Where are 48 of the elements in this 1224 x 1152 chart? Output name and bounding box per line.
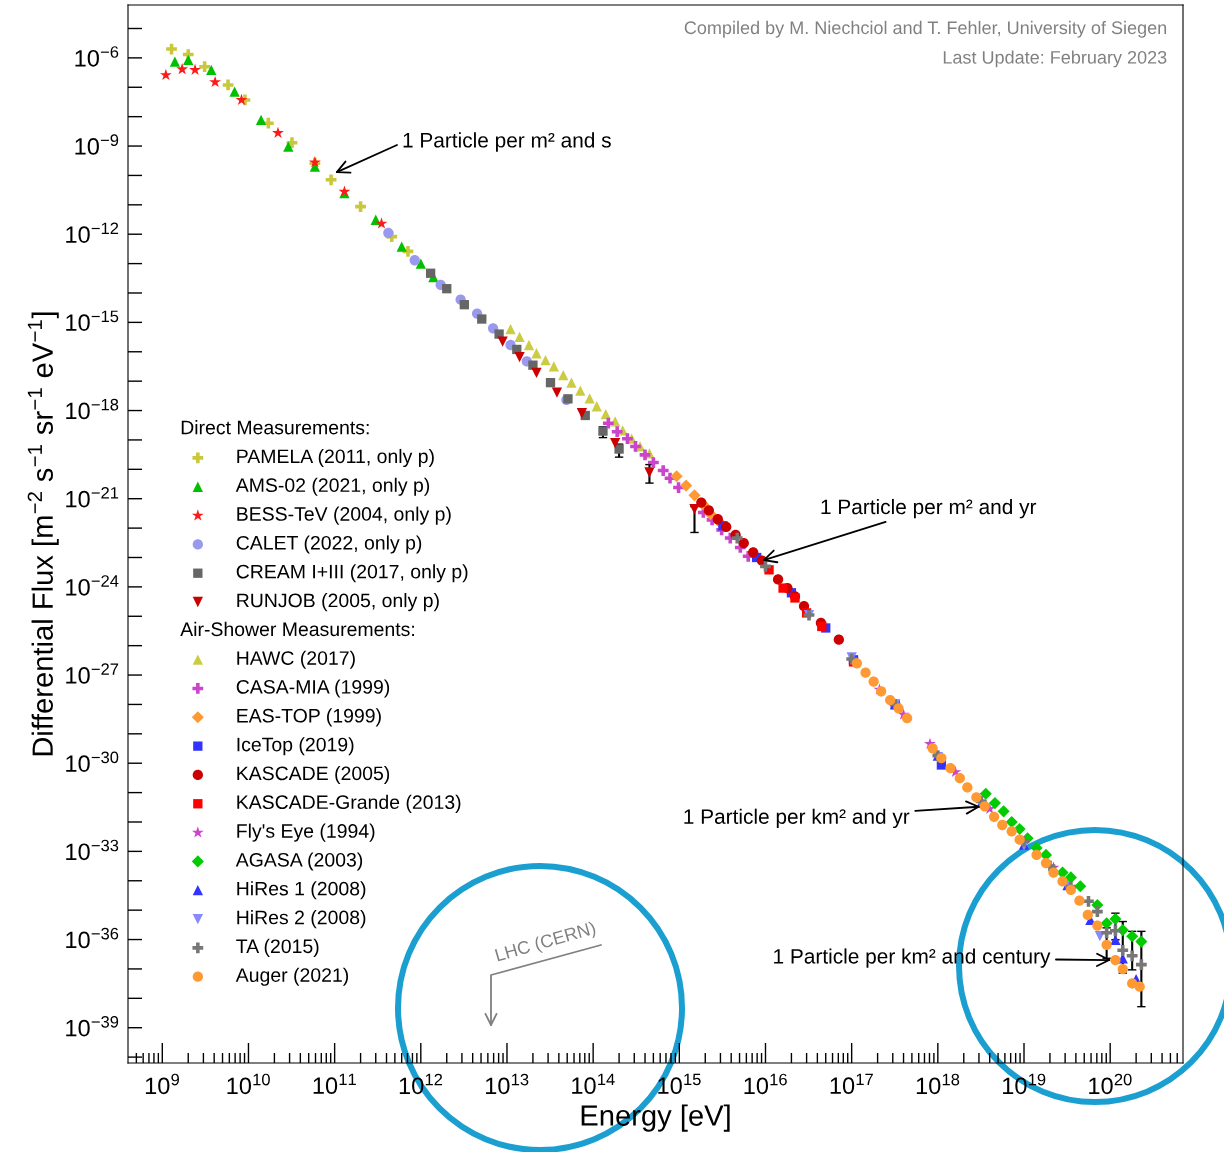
legend-label: PAMELA (2011, only p) xyxy=(237,448,434,468)
legend-label: CASA-MIA (1999) xyxy=(236,679,390,698)
annotation: Direct Measurements: xyxy=(181,420,369,435)
y-tick-label: 10$^{−9}$ xyxy=(75,134,119,155)
x-tick-label: 10$^{18}$ xyxy=(916,1073,960,1095)
annotation: Compiled by M. Niechciol and T. Fehler, University of Siegen xyxy=(684,20,1167,38)
x-tick-label: 10$^{11}$ xyxy=(313,1073,356,1095)
legend-label: CALET (2022, only p) xyxy=(236,535,422,554)
legend-label: KASCADE (2005) xyxy=(237,765,390,785)
x-tick-label: 10$^{19}$ xyxy=(1003,1073,1046,1095)
legend-label: TA (2015) xyxy=(236,938,319,957)
legend-label: HAWC (2017) xyxy=(237,650,355,669)
x-tick-label: 10$^{17}$ xyxy=(830,1073,873,1095)
legend-label: EAS-TOP (1999) xyxy=(237,708,381,727)
x-tick-label: 10$^{16}$ xyxy=(744,1073,787,1095)
y-tick-label: 10$^{−21}$ xyxy=(66,486,119,508)
annotation: 1 Particle per km² and yr xyxy=(684,808,910,829)
x-tick-label: 10$^{14}$ xyxy=(572,1073,615,1095)
annotation: Last Update: February 2023 xyxy=(943,50,1167,68)
y-tick-label: 10$^{−33}$ xyxy=(66,839,119,861)
y-tick-label: 10$^{−39}$ xyxy=(66,1015,119,1037)
y-tick-label: 10$^{−15}$ xyxy=(66,310,119,331)
legend-label: BESS-TeV (2004, only p) xyxy=(237,506,451,525)
x-tick-label: 10$^{20}$ xyxy=(1089,1073,1132,1095)
legend-label: KASCADE-Grande (2013) xyxy=(237,794,461,813)
y-tick-label: 10$^{−6}$ xyxy=(75,46,119,67)
y-tick-label: 10$^{−24}$ xyxy=(66,575,119,596)
x-tick-label: 10$^{10}$ xyxy=(227,1073,270,1095)
text: Differential Flux [m$^{−2}$ s$^{−1}$ sr$^{−1}$ eV$^{−1}$] xyxy=(27,312,59,756)
legend-label: AGASA (2003) xyxy=(235,852,363,871)
x-tick-label: 10$^{9}$ xyxy=(145,1073,179,1095)
y-tick-label: 10$^{−27}$ xyxy=(66,663,119,684)
legend-label: IceTop (2019) xyxy=(237,737,354,756)
y-tick-label: 10$^{−18}$ xyxy=(66,398,119,420)
y-tick-label: 10$^{−12}$ xyxy=(66,222,119,243)
annotation: Air-Shower Measurements: xyxy=(180,621,414,637)
legend-label: Auger (2021) xyxy=(235,967,349,986)
legend-label: CREAM I+III (2017, only p) xyxy=(236,564,468,583)
legend-label: HiRes 2 (2008) xyxy=(237,910,366,929)
annotation: 1 Particle per m² and yr xyxy=(821,498,1037,519)
x-tick-label: 10$^{13}$ xyxy=(485,1073,529,1095)
legend-label: HiRes 1 (2008) xyxy=(237,881,366,900)
legend-label: Fly's Eye (1994) xyxy=(237,823,375,842)
y-tick-label: 10$^{−36}$ xyxy=(66,927,119,949)
legend-label: AMS-02 (2021, only p) xyxy=(235,477,430,496)
legend-label: RUNJOB (2005, only p) xyxy=(237,593,439,612)
annotation: 1 Particle per m² and s xyxy=(403,132,611,152)
y-tick-label: 10$^{−30}$ xyxy=(66,751,119,772)
